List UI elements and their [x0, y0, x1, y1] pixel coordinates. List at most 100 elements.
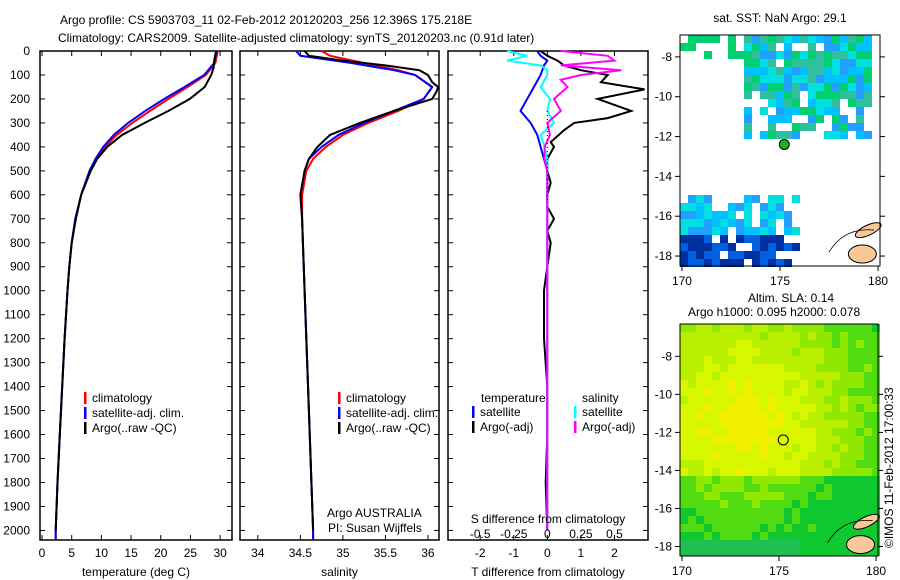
- sla-cell: [776, 324, 784, 332]
- sla-cell: [800, 404, 808, 412]
- sst-cell: [848, 35, 856, 43]
- sla-cell: [848, 508, 856, 516]
- sla-cell: [816, 460, 824, 468]
- sla-cell: [808, 324, 816, 332]
- sla-cell: [808, 468, 816, 476]
- sst-cell: [768, 67, 776, 75]
- sla-cell: [808, 484, 816, 492]
- sla-cell: [728, 380, 736, 388]
- sst-cell: [744, 67, 752, 75]
- sla-cell: [768, 484, 776, 492]
- sst-cell: [736, 259, 744, 267]
- sla-cell: [728, 372, 736, 380]
- sla-cell: [784, 452, 792, 460]
- sst-cell: [696, 259, 704, 267]
- y-tick-label: 300: [10, 116, 30, 130]
- sla-cell: [824, 540, 832, 548]
- sla-cell: [728, 428, 736, 436]
- sst-cell: [832, 59, 840, 67]
- sla-cell: [800, 380, 808, 388]
- sla-cell: [752, 444, 760, 452]
- sla-cell: [840, 508, 848, 516]
- sla-cell: [816, 324, 824, 332]
- sla-cell: [800, 500, 808, 508]
- sla-cell: [744, 340, 752, 348]
- island-shape: [846, 535, 876, 555]
- sla-cell: [784, 388, 792, 396]
- sst-cell: [696, 235, 704, 243]
- sla-cell: [696, 356, 704, 364]
- sla-cell: [856, 468, 864, 476]
- sla-cell: [680, 364, 688, 372]
- sla-cell: [712, 396, 720, 404]
- sla-cell: [736, 452, 744, 460]
- sst-cell: [784, 131, 792, 139]
- sla-cell: [768, 460, 776, 468]
- sla-cell: [776, 332, 784, 340]
- sla-cell: [776, 404, 784, 412]
- sla-cell: [808, 476, 816, 484]
- sst-cell: [776, 67, 784, 75]
- sla-cell: [736, 492, 744, 500]
- sla-cell: [840, 356, 848, 364]
- sla-cell: [744, 388, 752, 396]
- sst-cell: [728, 35, 736, 43]
- sla-cell: [704, 468, 712, 476]
- sst-cell: [776, 115, 784, 123]
- sst-cell: [832, 91, 840, 99]
- sla-cell: [760, 404, 768, 412]
- sst-cell: [808, 115, 816, 123]
- sla-cell: [776, 476, 784, 484]
- sst-cell: [800, 123, 808, 131]
- sla-cell: [856, 460, 864, 468]
- sla-cell: [704, 516, 712, 524]
- sla-cell: [760, 420, 768, 428]
- sla-cell: [776, 444, 784, 452]
- sst-map-panel: sat. SST: NaN Argo: 29.1 170 175 180 -8 -10 -1…: [655, 11, 889, 288]
- sla-cell: [840, 476, 848, 484]
- sla-cell: [720, 436, 728, 444]
- sst-cell: [752, 75, 760, 83]
- legend-label: Argo(-adj): [582, 420, 635, 434]
- sla-cell: [800, 372, 808, 380]
- sst-cell: [856, 67, 864, 75]
- sla-cell: [752, 484, 760, 492]
- sst-cell: [744, 251, 752, 259]
- sla-cell: [840, 428, 848, 436]
- sla-cell: [720, 380, 728, 388]
- sla-cell: [824, 532, 832, 540]
- temperature-panel: 0 5 10 15 20 25 300100200300400500600700800900…: [3, 44, 233, 579]
- sst-cell: [776, 259, 784, 267]
- sst-cell: [776, 99, 784, 107]
- sla-cell: [864, 492, 872, 500]
- sla-cell: [736, 332, 744, 340]
- sla-cell: [816, 476, 824, 484]
- sst-cell: [824, 131, 832, 139]
- sla-cell: [696, 492, 704, 500]
- sla-cell: [872, 460, 880, 468]
- sla-cell: [848, 524, 856, 532]
- sst-cell: [792, 35, 800, 43]
- x-tick-label: 170: [672, 564, 692, 578]
- sla-cell: [840, 444, 848, 452]
- sla-cell: [728, 468, 736, 476]
- sst-cell: [768, 51, 776, 59]
- legend-label: Argo(-adj): [480, 420, 533, 434]
- sla-cell: [760, 380, 768, 388]
- sla-cell: [736, 380, 744, 388]
- sla-cell: [816, 332, 824, 340]
- sla-cell: [768, 364, 776, 372]
- sla-cell: [704, 340, 712, 348]
- sla-cell: [752, 364, 760, 372]
- sla-cell: [776, 380, 784, 388]
- sla-cell: [840, 380, 848, 388]
- x-tick-label: 175: [770, 274, 790, 288]
- y-tick-label: 400: [10, 140, 30, 154]
- sst-cell: [688, 43, 696, 51]
- legend-label: climatology: [346, 391, 406, 405]
- sst-cell: [792, 59, 800, 67]
- sst-cell: [776, 211, 784, 219]
- sla-cell: [736, 420, 744, 428]
- sla-cell: [792, 492, 800, 500]
- sla-cell: [848, 452, 856, 460]
